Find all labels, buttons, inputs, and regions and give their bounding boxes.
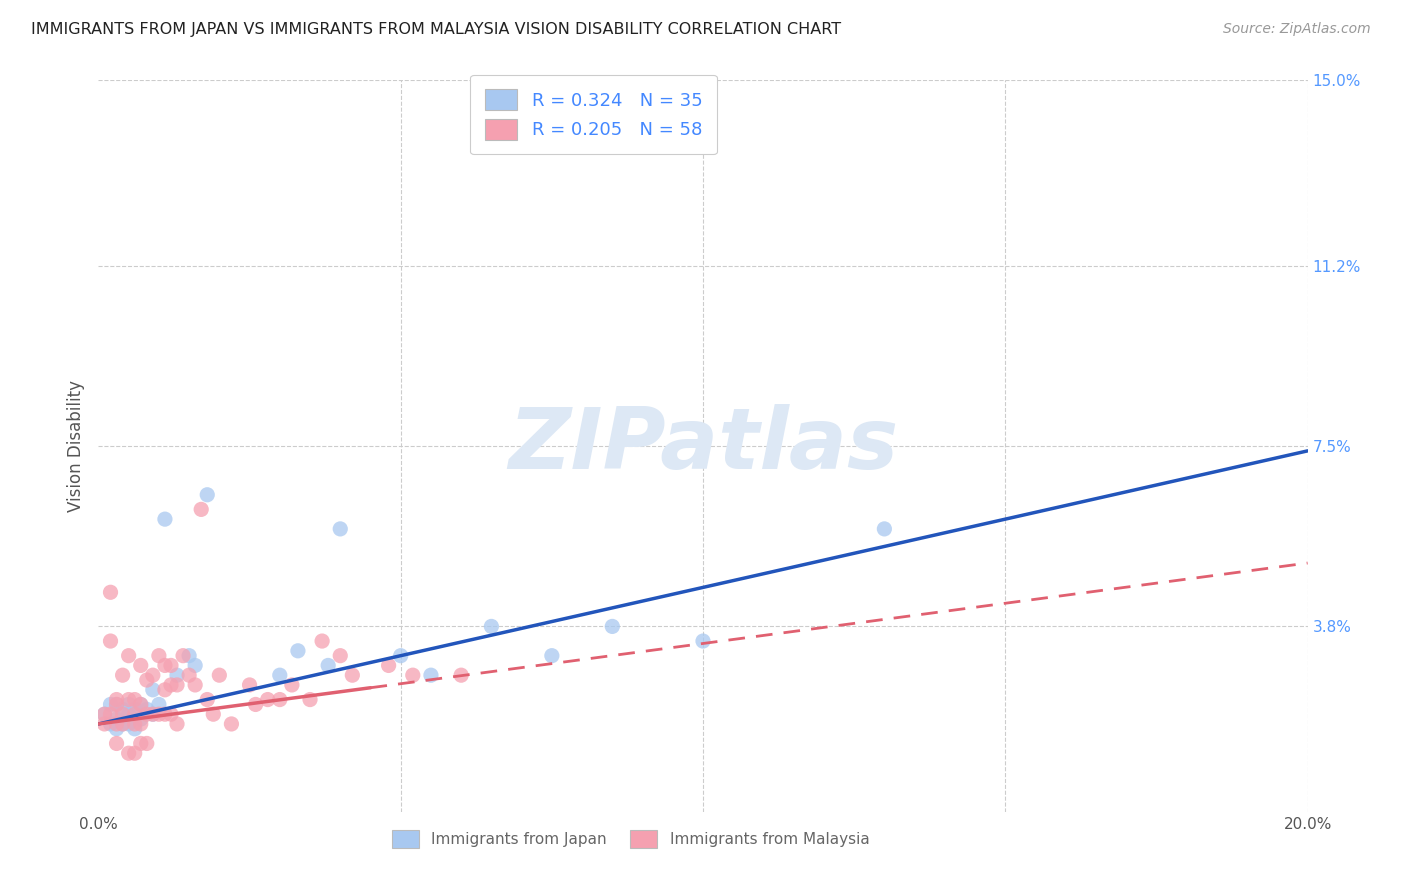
Point (402, 668, 425, 682)
Point (184, 658, 207, 673)
Point (124, 746, 146, 760)
Point (105, 692, 128, 706)
Point (202, 707, 225, 722)
Point (105, 698, 128, 712)
Point (93, 707, 115, 722)
Point (100, 634, 122, 648)
Point (299, 692, 322, 706)
Point (160, 707, 183, 722)
Point (105, 717, 128, 731)
Point (166, 717, 188, 731)
Point (111, 717, 134, 731)
Point (190, 502, 212, 516)
Point (179, 668, 201, 682)
Point (124, 707, 146, 722)
Text: ZIPatlas: ZIPatlas (508, 404, 898, 488)
Point (135, 736, 157, 750)
Point (342, 668, 364, 682)
Point (135, 707, 157, 722)
Point (100, 698, 122, 712)
Point (142, 707, 165, 722)
Point (124, 717, 146, 731)
Point (100, 717, 122, 731)
Point (281, 678, 304, 692)
Point (118, 707, 141, 722)
Point (540, 648, 562, 663)
Point (153, 707, 176, 722)
Point (389, 648, 412, 663)
Point (129, 712, 152, 726)
Point (329, 648, 352, 663)
Point (873, 522, 896, 536)
Point (179, 648, 201, 663)
Point (135, 673, 157, 687)
Point (420, 668, 443, 682)
Point (153, 658, 176, 673)
Point (105, 736, 128, 750)
Point (129, 717, 152, 731)
Point (142, 707, 165, 722)
Point (602, 619, 624, 633)
Text: IMMIGRANTS FROM JAPAN VS IMMIGRANTS FROM MALAYSIA VISION DISABILITY CORRELATION : IMMIGRANTS FROM JAPAN VS IMMIGRANTS FROM… (31, 22, 841, 37)
Point (245, 698, 267, 712)
Point (118, 698, 141, 712)
Point (111, 717, 134, 731)
Point (118, 717, 141, 731)
Point (129, 698, 152, 712)
Point (160, 658, 183, 673)
Point (166, 668, 188, 682)
Point (316, 658, 339, 673)
Point (269, 668, 291, 682)
Point (142, 682, 165, 697)
Legend: Immigrants from Japan, Immigrants from Malaysia: Immigrants from Japan, Immigrants from M… (384, 822, 877, 855)
Point (195, 488, 218, 502)
Point (311, 634, 333, 648)
Point (481, 619, 503, 633)
Point (153, 512, 176, 526)
Point (148, 648, 170, 663)
Point (129, 698, 152, 712)
Point (100, 585, 122, 599)
Point (239, 678, 262, 692)
Point (135, 702, 157, 716)
Point (287, 644, 309, 658)
Text: Source: ZipAtlas.com: Source: ZipAtlas.com (1223, 22, 1371, 37)
Point (329, 522, 352, 536)
Point (105, 722, 128, 736)
Y-axis label: Vision Disability: Vision Disability (66, 380, 84, 512)
Point (129, 736, 152, 750)
Point (105, 712, 128, 726)
Point (153, 682, 176, 697)
Point (118, 692, 141, 706)
Point (269, 692, 291, 706)
Point (111, 702, 134, 716)
Point (124, 692, 146, 706)
Point (148, 698, 170, 712)
Point (256, 692, 278, 706)
Point (124, 722, 146, 736)
Point (166, 678, 188, 692)
Point (129, 658, 152, 673)
Point (221, 717, 243, 731)
Point (142, 668, 165, 682)
Point (160, 678, 183, 692)
Point (208, 668, 231, 682)
Point (692, 634, 714, 648)
Point (93, 717, 115, 731)
Point (195, 692, 218, 706)
Point (450, 668, 472, 682)
Point (93, 707, 115, 722)
Point (105, 698, 128, 712)
Point (118, 648, 141, 663)
Point (111, 707, 134, 722)
Point (100, 707, 122, 722)
Point (148, 707, 170, 722)
Point (377, 658, 399, 673)
Point (111, 668, 134, 682)
Point (118, 746, 141, 760)
Point (184, 678, 207, 692)
Point (124, 702, 146, 716)
Point (172, 648, 194, 663)
